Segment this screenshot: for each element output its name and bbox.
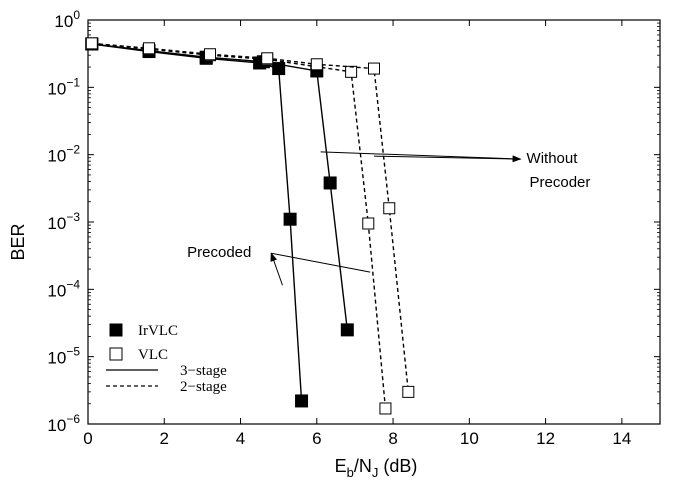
x-tick-label: 12	[536, 429, 555, 448]
x-tick-label: 10	[460, 429, 479, 448]
x-axis-label-e: E	[335, 456, 347, 476]
y-tick-label: 10−4	[47, 277, 80, 300]
open-square-point	[261, 52, 274, 65]
legend-open-square	[109, 347, 123, 361]
y-tick-label: 10−5	[47, 345, 80, 368]
open-square-point	[402, 385, 415, 398]
legend-label: 3−stage	[180, 363, 227, 379]
arrow-without-1	[320, 151, 522, 163]
annotation-precoded-label: Precoded	[187, 244, 251, 261]
filled-square-point	[340, 323, 354, 337]
series-line	[91, 42, 410, 392]
x-tick-label: 0	[83, 429, 92, 448]
annotation-without-label: Without	[527, 150, 579, 167]
open-square-point	[379, 402, 392, 415]
legend-label: VLC	[138, 347, 168, 363]
open-square-point	[204, 48, 217, 61]
open-square-point	[362, 217, 375, 230]
legend-label: 2−stage	[180, 379, 227, 395]
legend-filled-square	[109, 323, 123, 337]
y-tick-label: 10−2	[47, 143, 80, 166]
legend-item: 2−stage	[106, 379, 227, 395]
x-tick-label: 14	[612, 429, 631, 448]
x-axis-label-n: /N	[354, 456, 372, 476]
series-line	[91, 43, 349, 330]
annotations: Without Precoder Precoded	[187, 150, 591, 286]
axis-ticks: 0 2 4 6 8 10 12 14 100 10−1 10−2 10−3 10−4 10−5 10−6	[47, 8, 660, 448]
series-4	[85, 37, 415, 398]
filled-square-point	[283, 212, 297, 226]
y-tick-label: 10−1	[47, 75, 80, 98]
open-square-point	[310, 58, 323, 71]
y-tick-label: 100	[54, 8, 80, 31]
legend-item: VLC	[109, 347, 168, 363]
x-tick-label: 6	[312, 429, 321, 448]
y-tick-label: 10−3	[47, 210, 80, 233]
series-3	[85, 37, 392, 415]
open-square-point	[383, 202, 396, 215]
open-square-point	[85, 37, 98, 50]
legend-label: IrVLC	[138, 323, 178, 339]
x-axis-label-sub-b: b	[347, 465, 354, 480]
legend-item: 3−stage	[106, 363, 227, 379]
x-tick-label: 8	[388, 429, 397, 448]
series-2	[85, 37, 354, 337]
open-square-point	[143, 42, 156, 55]
x-axis-label-sub-j: J	[372, 465, 379, 480]
x-axis-label-unit: (dB)	[378, 456, 417, 476]
x-axis-label: Eb/NJ (dB)	[335, 456, 418, 480]
x-tick-label: 4	[236, 429, 245, 448]
open-square-point	[368, 62, 380, 75]
legend-item: IrVLC	[109, 323, 178, 339]
filled-square-point	[323, 176, 337, 190]
series-line	[91, 42, 387, 409]
arrow-precoded-1	[270, 252, 283, 286]
open-square-point	[345, 65, 358, 78]
data-series	[85, 37, 415, 415]
x-tick-label: 2	[160, 429, 169, 448]
y-tick-label: 10−6	[47, 412, 80, 435]
arrow-without-2	[373, 155, 521, 160]
annotation-precoder-label: Precoder	[530, 174, 591, 191]
filled-square-point	[295, 394, 309, 408]
series-line	[91, 43, 303, 401]
arrow-precoded-2	[271, 252, 371, 273]
y-axis-label: BER	[8, 223, 28, 260]
